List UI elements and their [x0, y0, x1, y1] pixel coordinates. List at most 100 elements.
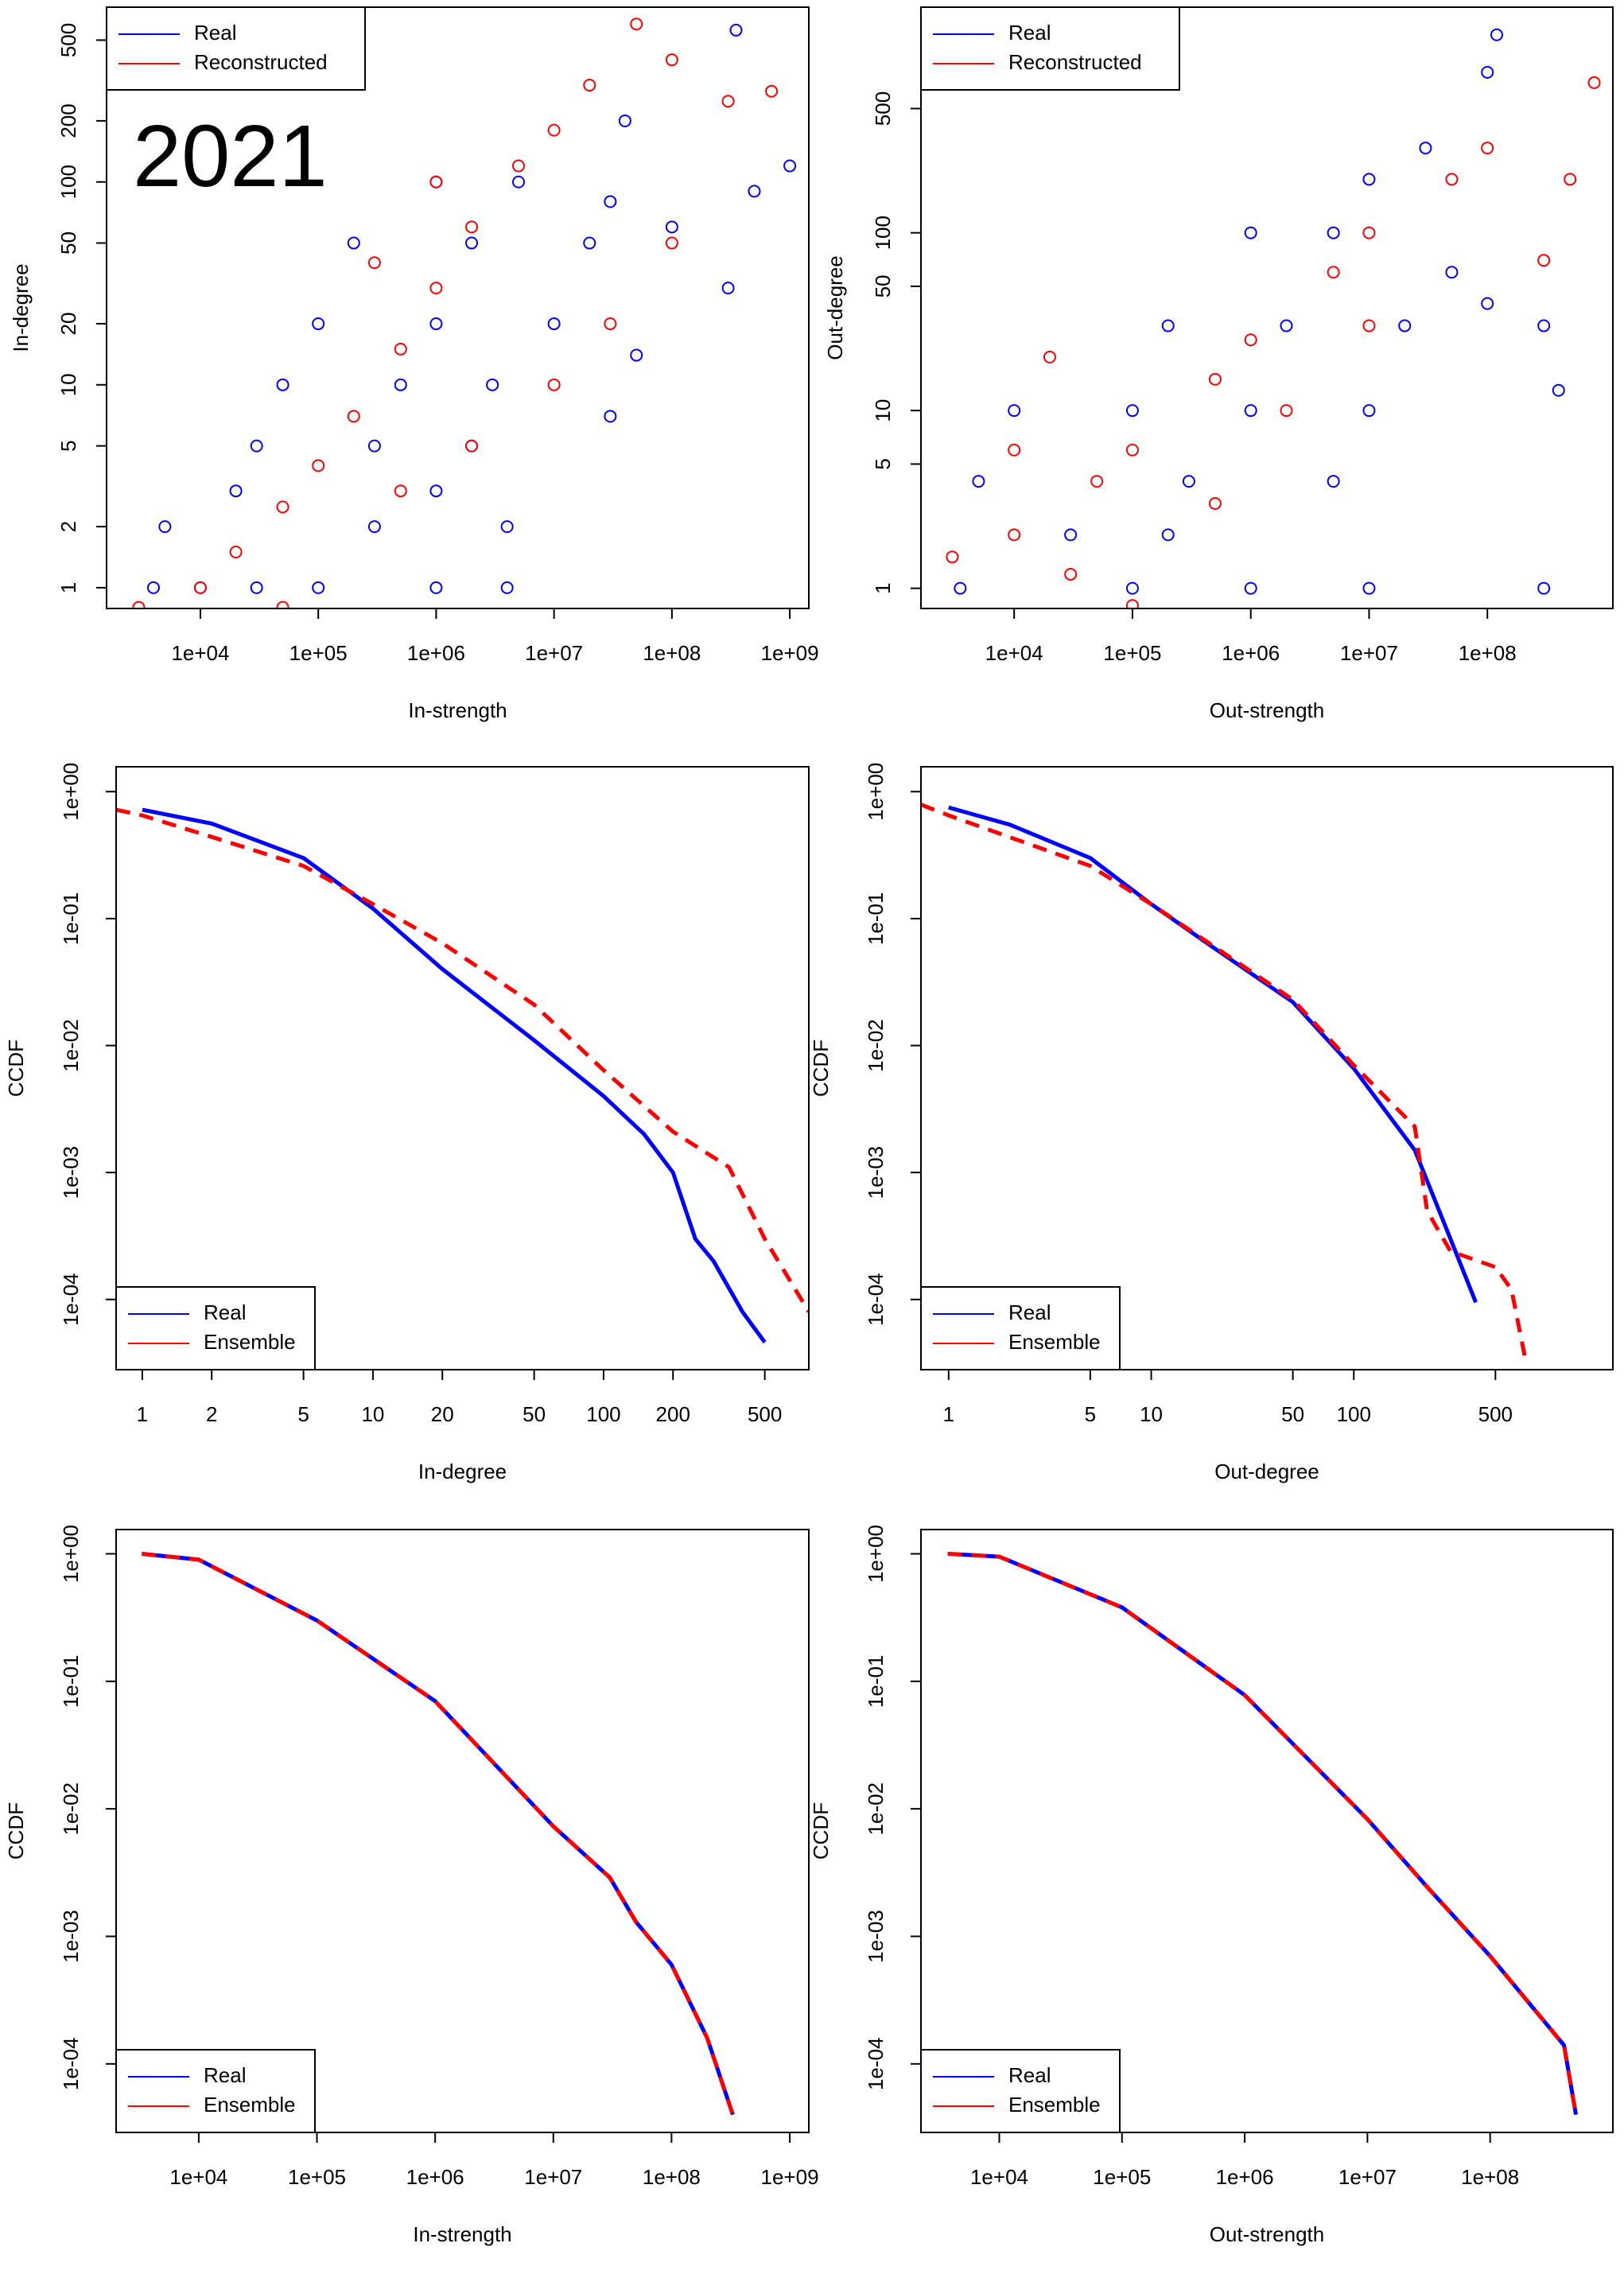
point: [1280, 319, 1293, 332]
point: [1587, 76, 1601, 89]
x-tick-label: 1e+07: [525, 641, 583, 665]
x-tick-label: 1e+06: [407, 641, 465, 665]
point: [512, 175, 526, 189]
plot-frame: [920, 6, 1614, 609]
point: [1208, 372, 1222, 386]
point: [583, 236, 596, 250]
y-tick-label: 5: [56, 440, 80, 451]
point: [1490, 28, 1503, 41]
annotation: 2021: [133, 107, 328, 205]
y-tick-label: 1e-04: [864, 1273, 888, 1327]
point: [1161, 528, 1175, 542]
point: [583, 79, 596, 92]
point: [547, 317, 561, 331]
legend-label: Real: [204, 1300, 246, 1324]
plot-area: [132, 17, 797, 608]
x-tick-label: 100: [1337, 1402, 1371, 1426]
plot-area: [921, 803, 1527, 1359]
legend-label: Ensemble: [204, 2093, 296, 2117]
y-tick-label: 1e+00: [864, 763, 888, 821]
point: [429, 484, 443, 498]
x-tick-label: 1: [137, 1402, 148, 1426]
y-axis-label: CCDF: [4, 1040, 28, 1097]
plot-area: [946, 28, 1601, 608]
y-axis-label: CCDF: [809, 1040, 833, 1097]
point: [1327, 266, 1340, 279]
x-tick-label: 500: [1478, 1402, 1513, 1426]
point: [1362, 404, 1376, 418]
point: [665, 53, 678, 67]
point: [1244, 581, 1257, 595]
point: [146, 581, 160, 594]
legend-label: Reconstructed: [194, 50, 328, 74]
point: [721, 95, 735, 108]
y-tick-label: 1e+00: [59, 763, 83, 821]
y-tick-label: 1e-02: [59, 1019, 83, 1072]
plot-area: [142, 1552, 735, 2116]
panel: 1e+04 1e+05 1e+06 1e+07 1e+08 1e+09 1e+00 1e-01…: [4, 1525, 819, 2246]
legend-box: [115, 1286, 316, 1370]
point: [1182, 475, 1195, 488]
x-tick-label: 1e+04: [169, 2165, 227, 2189]
point: [1064, 567, 1078, 581]
plot-frame: [115, 1529, 810, 2133]
point: [972, 475, 985, 488]
x-tick-label: 1e+07: [524, 2165, 582, 2189]
point: [312, 459, 325, 472]
x-tick-label: 1e+05: [289, 641, 348, 665]
point: [783, 159, 797, 173]
y-tick-label: 50: [871, 275, 895, 298]
point: [500, 520, 514, 534]
legend-box: [920, 2049, 1121, 2133]
legend-label: Ensemble: [1008, 1330, 1101, 1354]
x-axis-label: Out-strength: [1210, 2222, 1325, 2246]
point: [276, 601, 289, 608]
point: [1398, 319, 1412, 332]
y-tick-label: 10: [871, 399, 895, 422]
panel: 1 2 5 10 20 50 100 200 500 1e+00 1e-01 1e-02 1e-03 1e…: [4, 763, 810, 1483]
x-tick-label: 200: [656, 1402, 690, 1426]
x-tick-label: 5: [1085, 1402, 1096, 1426]
point: [604, 195, 617, 208]
point: [429, 175, 443, 189]
y-tick-label: 1e-01: [864, 892, 888, 946]
point: [1362, 173, 1376, 186]
x-tick-label: 1e+06: [1216, 2165, 1274, 2189]
point: [765, 84, 779, 98]
line: [948, 805, 1478, 1304]
point: [630, 17, 643, 31]
legend-label: Ensemble: [1008, 2093, 1101, 2117]
x-tick-label: 1e+07: [1338, 2165, 1397, 2189]
y-tick-label: 1e-01: [59, 892, 83, 946]
point: [1125, 599, 1139, 608]
point: [1064, 528, 1078, 542]
y-tick-label: 100: [871, 216, 895, 250]
line: [142, 807, 767, 1344]
point: [367, 256, 381, 270]
x-tick-label: 1e+08: [1459, 641, 1517, 665]
x-tick-label: 1e+04: [970, 2165, 1028, 2189]
x-tick-label: 50: [1281, 1402, 1304, 1426]
legend-box: [920, 1286, 1121, 1370]
x-tick-label: 1e+08: [643, 2165, 701, 2189]
point: [1445, 266, 1459, 279]
point: [604, 317, 617, 331]
y-tick-label: 1: [871, 582, 895, 593]
x-tick-label: 1e+04: [985, 641, 1043, 665]
legend-box: [106, 6, 366, 91]
point: [665, 220, 678, 234]
y-tick-label: 500: [871, 91, 895, 126]
y-tick-label: 1e-01: [59, 1655, 83, 1708]
panel: 1 5 10 50 100 500 1e+00 1e-01 1e-02 1e-03 1e-04 Out…: [809, 763, 1614, 1483]
point: [547, 378, 561, 391]
x-tick-label: 1e+05: [288, 2165, 346, 2189]
x-tick-label: 2: [206, 1402, 217, 1426]
point: [500, 581, 514, 594]
y-axis-label: CCDF: [809, 1802, 833, 1860]
point: [547, 123, 561, 137]
x-axis-label: Out-degree: [1214, 1460, 1319, 1483]
point: [1537, 254, 1551, 267]
x-tick-label: 1e+05: [1093, 2165, 1151, 2189]
point: [158, 520, 172, 534]
y-tick-label: 1e-02: [59, 1782, 83, 1836]
